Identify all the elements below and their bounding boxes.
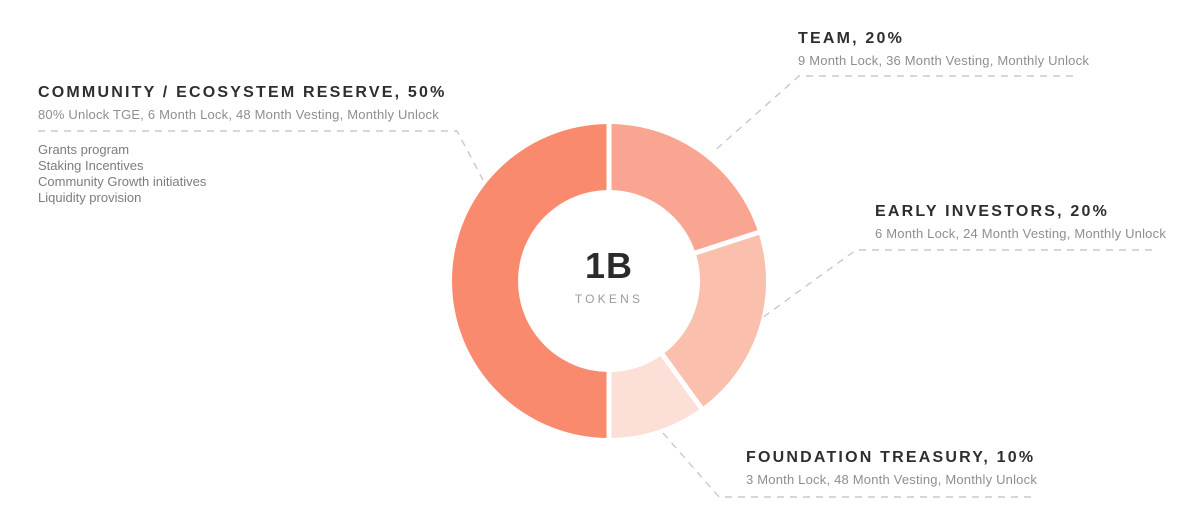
- segment-dividers: [606, 120, 763, 442]
- leader-line-community: [38, 130, 484, 181]
- label-early-investors: EARLY INVESTORS, 20% 6 Month Lock, 24 Mo…: [875, 203, 1166, 241]
- leader-line-foundation-treasury: [662, 432, 1037, 498]
- leader-lines: [38, 75, 1152, 498]
- community-title: COMMUNITY / ECOSYSTEM RESERVE, 50%: [38, 84, 447, 101]
- label-community: COMMUNITY / ECOSYSTEM RESERVE, 50% 80% U…: [38, 84, 447, 122]
- list-item: Community Growth initiatives: [38, 174, 207, 189]
- segment-divider: [658, 349, 706, 413]
- label-foundation-treasury: FOUNDATION TREASURY, 10% 3 Month Lock, 4…: [746, 449, 1037, 487]
- list-item: Staking Incentives: [38, 158, 144, 173]
- list-item: Liquidity provision: [38, 190, 142, 205]
- donut-segment-team: [609, 124, 759, 253]
- team-subtitle: 9 Month Lock, 36 Month Vesting, Monthly …: [798, 53, 1090, 68]
- foundation-treasury-title: FOUNDATION TREASURY, 10%: [746, 449, 1036, 466]
- donut-segments: [452, 124, 766, 438]
- community-items-list: Grants program Staking Incentives Commun…: [38, 142, 206, 206]
- foundation-treasury-subtitle: 3 Month Lock, 48 Month Vesting, Monthly …: [746, 472, 1038, 487]
- early-investors-title: EARLY INVESTORS, 20%: [875, 203, 1109, 220]
- community-subtitle: 80% Unlock TGE, 6 Month Lock, 48 Month V…: [38, 107, 439, 122]
- early-investors-subtitle: 6 Month Lock, 24 Month Vesting, Monthly …: [875, 226, 1167, 241]
- donut-center-label: 1B TOKENS: [489, 245, 729, 306]
- list-item: Grants program: [38, 142, 130, 157]
- total-supply-value: 1B: [584, 245, 634, 286]
- leader-line-team: [711, 75, 1073, 154]
- segment-divider: [690, 228, 763, 257]
- donut-segment-foundation-treasury: [609, 354, 702, 438]
- total-supply-caption: TOKENS: [574, 292, 644, 306]
- label-team: TEAM, 20% 9 Month Lock, 36 Month Vesting…: [798, 30, 1089, 68]
- donut-segment-early-investors: [662, 232, 766, 409]
- leader-line-early-investors: [761, 249, 1152, 319]
- team-title: TEAM, 20%: [798, 30, 905, 47]
- donut-segment-community-ecosystem-reserve: [452, 124, 609, 438]
